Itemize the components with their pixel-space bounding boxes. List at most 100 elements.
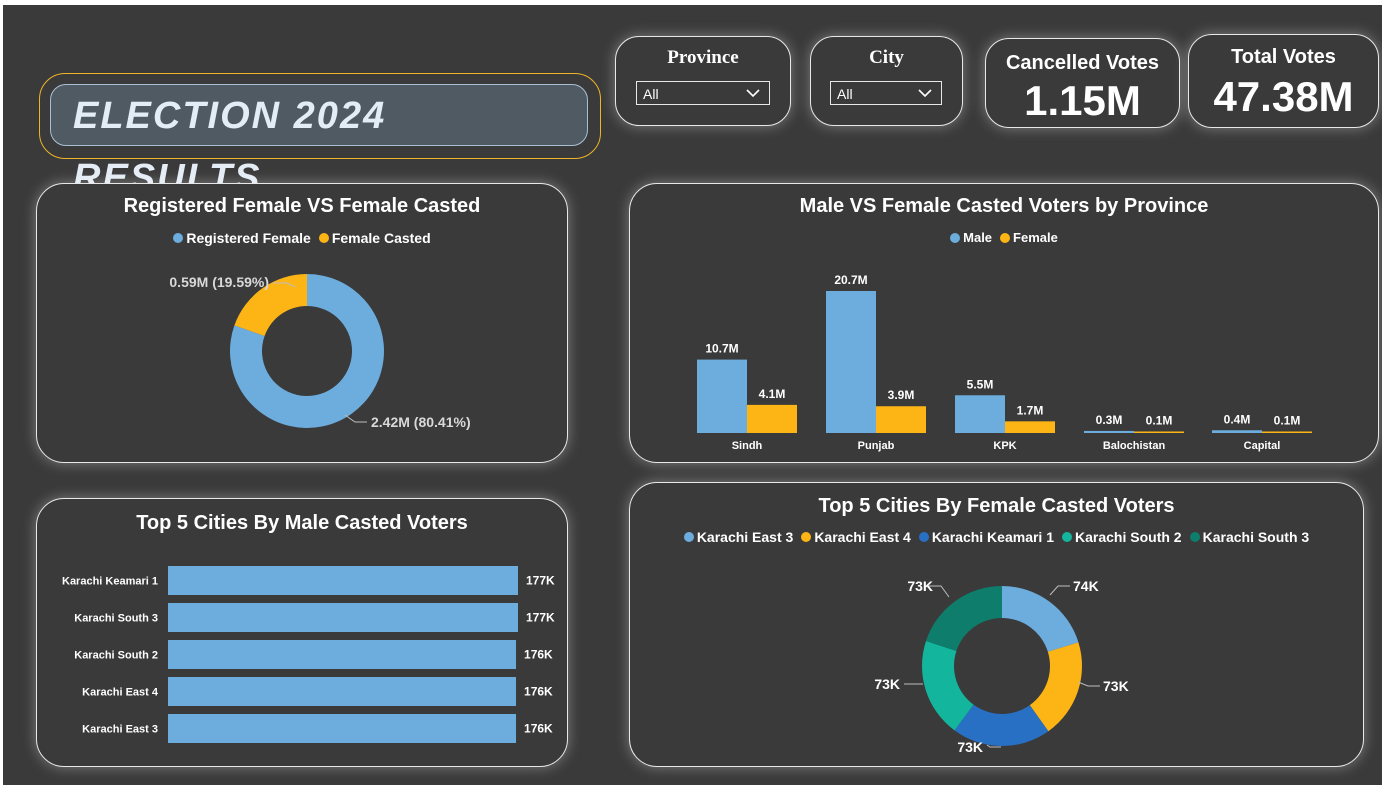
data-label: 176K [524, 722, 553, 736]
leader-line [1077, 681, 1100, 687]
bar-male [955, 395, 1005, 433]
legend: Male Female [630, 230, 1378, 245]
legend-item[interactable]: Karachi South 3 [1189, 529, 1310, 545]
bar-female [1005, 421, 1055, 433]
donut-slice [926, 586, 1002, 652]
donut-slice [1029, 642, 1082, 732]
legend-marker [1000, 232, 1011, 243]
male-cities-panel: Top 5 Cities By Male Casted Voters Karac… [36, 498, 568, 767]
data-label: 10.7M [705, 342, 738, 356]
data-label: 5.5M [967, 377, 994, 391]
total-votes-label: Total Votes [1231, 46, 1336, 68]
bar [168, 677, 517, 706]
data-label: 2.42M (80.41%) [371, 414, 471, 430]
chart-title: Registered Female VS Female Casted [123, 195, 481, 217]
legend-item[interactable]: Karachi South 2 [1062, 529, 1182, 545]
female-donut-chart: 0.59M (19.59%) 2.42M (80.41%) [169, 274, 471, 430]
data-label: 0.3M [1096, 413, 1123, 427]
chart-title: Top 5 Cities By Male Casted Voters [136, 512, 468, 534]
data-label: 176K [524, 685, 553, 699]
city-dropdown[interactable]: All [830, 81, 942, 105]
male-cities-bar-chart: Karachi Keamari 1 177K Karachi South 3 177K… [62, 566, 555, 743]
x-tick-label: Capital [1244, 440, 1281, 452]
city-slicer: City All [810, 36, 963, 126]
total-votes-card: Total Votes 47.38M [1188, 34, 1379, 128]
legend-item[interactable]: Karachi Keamari 1 [918, 529, 1054, 545]
bar [168, 566, 518, 595]
bar [168, 640, 517, 669]
legend: Karachi East 3 Karachi East 4 Karachi Ke… [630, 529, 1363, 545]
legend-marker [173, 233, 184, 243]
title-frame: ELECTION 2024 RESULTS [39, 73, 601, 199]
data-label: 1.7M [1017, 403, 1044, 417]
bar [168, 714, 517, 743]
legend-item[interactable]: Karachi East 3 [683, 529, 794, 545]
donut-slice [954, 704, 1049, 746]
legend-label: Karachi Keamari 1 [931, 529, 1054, 545]
y-tick-label: Karachi South 3 [74, 613, 158, 625]
bar-female [1134, 431, 1184, 433]
legend-item[interactable]: Karachi East 4 [801, 529, 911, 545]
female-cities-panel: Top 5 Cities By Female Casted Voters Kar… [629, 482, 1364, 767]
legend: Registered Female Female Casted [37, 230, 567, 246]
province-bar-chart: 10.7M 4.1M Sindh 20.7M 3.9M Punjab 5.5M 1.7M KPK… [697, 273, 1312, 452]
bar-female [876, 406, 926, 433]
data-label: 0.1M [1146, 414, 1173, 428]
data-label: 0.59M (19.59%) [169, 274, 269, 290]
legend-marker [918, 532, 929, 542]
chart-title: Top 5 Cities By Female Casted Voters [818, 495, 1175, 517]
y-tick-label: Karachi East 4 [82, 687, 159, 699]
legend-marker [950, 232, 961, 243]
bar [168, 603, 518, 632]
bar-male [826, 291, 876, 433]
data-label: 74K [1073, 578, 1099, 594]
chevron-down-icon [746, 89, 760, 98]
legend-label: Karachi South 2 [1075, 529, 1182, 545]
legend-item[interactable]: Male [950, 230, 992, 245]
province-dropdown[interactable]: All [636, 81, 770, 105]
bar-male [1212, 430, 1262, 433]
chart-title: Male VS Female Casted Voters by Province [799, 195, 1209, 217]
dashboard-canvas: ELECTION 2024 RESULTS Province All City … [3, 5, 1382, 785]
province-slicer: Province All [615, 36, 791, 126]
province-slicer-title: Province [667, 47, 739, 68]
city-slicer-title: City [869, 47, 904, 68]
legend-marker [1062, 532, 1072, 542]
data-label: 0.4M [1224, 412, 1251, 426]
leader-line [929, 585, 950, 598]
x-tick-label: Sindh [732, 440, 763, 452]
legend-item[interactable]: Female Casted [318, 230, 431, 246]
data-label: 73K [874, 676, 900, 692]
province-bar-panel: Male VS Female Casted Voters by Province… [629, 183, 1379, 463]
data-label: 0.1M [1274, 414, 1301, 428]
data-label: 177K [526, 574, 555, 588]
data-label: 73K [1103, 678, 1129, 694]
leader-line [344, 414, 367, 423]
donut-slice [922, 641, 974, 731]
province-dropdown-value: All [643, 86, 659, 102]
page-title: ELECTION 2024 RESULTS [50, 84, 588, 199]
legend-label: Female Casted [331, 230, 431, 246]
legend-label: Karachi East 3 [696, 529, 794, 545]
legend-marker [801, 532, 812, 542]
data-label: 177K [526, 611, 555, 625]
legend-marker [683, 532, 694, 542]
legend-marker [318, 233, 329, 243]
legend-item[interactable]: Registered Female [173, 230, 311, 246]
cancelled-votes-label: Cancelled Votes [1005, 52, 1160, 74]
chevron-down-icon [918, 89, 932, 98]
legend-item[interactable]: Female [1000, 230, 1058, 245]
leader-line [1049, 585, 1070, 596]
data-label: 73K [907, 578, 933, 594]
x-tick-label: Balochistan [1103, 440, 1166, 452]
x-tick-label: KPK [993, 440, 1016, 452]
leader-line [273, 282, 296, 288]
cancelled-votes-value: 1.15M [1024, 77, 1141, 124]
bar-female [747, 404, 797, 433]
bar-male [1084, 430, 1134, 433]
cancelled-votes-card: Cancelled Votes 1.15M [985, 38, 1180, 128]
donut-slice [234, 274, 307, 337]
y-tick-label: Karachi East 3 [82, 724, 158, 736]
bar-female [1262, 431, 1312, 433]
legend-label: Karachi South 3 [1202, 529, 1310, 545]
